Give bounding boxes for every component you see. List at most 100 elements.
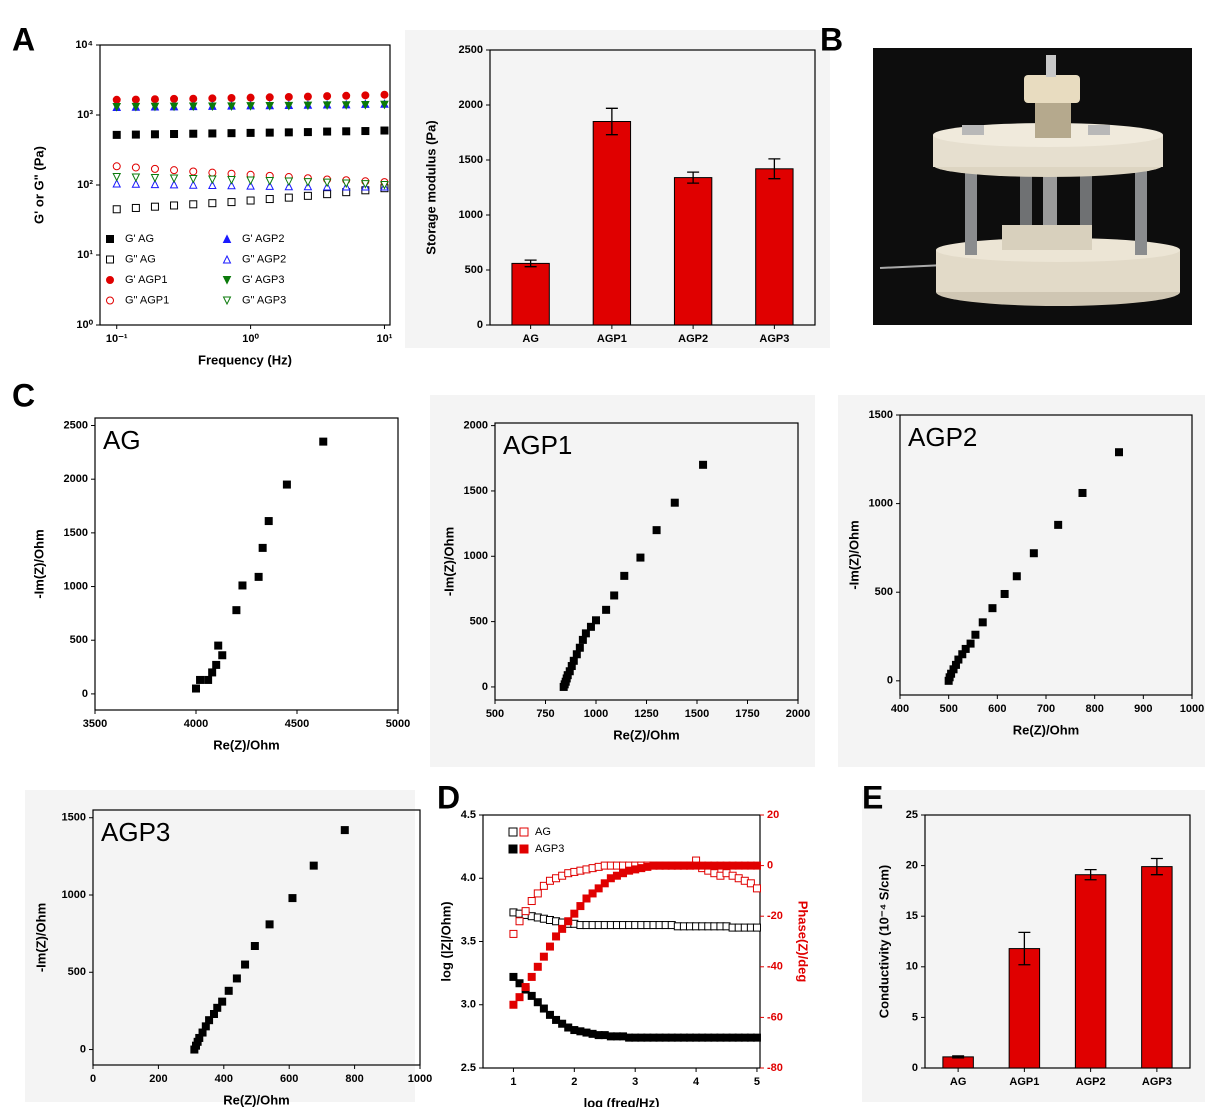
- point: [340, 826, 349, 835]
- point: [322, 101, 332, 111]
- y-tick-label: 1000: [64, 580, 88, 592]
- y-axis-label: Storage modulus (Pa): [423, 120, 438, 254]
- plot-frame: [92, 809, 421, 1066]
- bar: [511, 262, 550, 326]
- point: [246, 102, 255, 111]
- point: [112, 162, 121, 171]
- y-tick-label: 500: [70, 634, 88, 646]
- panel-label: A: [12, 21, 35, 57]
- point: [284, 101, 294, 111]
- point: [227, 180, 236, 190]
- y-tick-label: 500: [68, 966, 86, 978]
- point: [752, 1033, 761, 1042]
- point: [246, 196, 255, 205]
- y-axis-label: G' or G" (Pa): [31, 146, 46, 224]
- point: [227, 175, 236, 185]
- point: [131, 130, 140, 139]
- point: [208, 199, 217, 208]
- legend-label: G" AG: [125, 253, 156, 265]
- x-axis-label: Re(Z)/Ohm: [613, 727, 679, 742]
- x-tick-label: 1500: [685, 708, 709, 720]
- x-tick-label: AGP2: [678, 333, 708, 345]
- point: [222, 276, 232, 285]
- point: [303, 101, 313, 111]
- y-tick-label: 4.5: [461, 809, 476, 821]
- y-tick-label: 2500: [64, 419, 88, 431]
- point: [218, 651, 227, 660]
- point: [509, 972, 518, 981]
- point: [572, 650, 581, 659]
- x-tick-label: AG: [522, 333, 539, 345]
- point: [265, 177, 275, 186]
- point: [966, 639, 975, 648]
- point: [170, 94, 179, 103]
- x-tick-label: 10⁰: [242, 333, 259, 345]
- point: [224, 986, 233, 995]
- bar: [1008, 948, 1041, 1069]
- point: [578, 635, 587, 644]
- point: [150, 173, 160, 183]
- y-tick-label: 2500: [459, 44, 483, 56]
- x-tick-label: 10⁻¹: [106, 333, 128, 345]
- point: [545, 942, 554, 951]
- point: [246, 93, 255, 102]
- point: [971, 630, 980, 639]
- point: [204, 675, 213, 684]
- x-tick-label: 600: [280, 1073, 298, 1085]
- bar: [592, 121, 632, 326]
- point: [213, 1003, 222, 1012]
- point: [558, 924, 567, 933]
- point: [699, 460, 708, 469]
- panel-label: E: [862, 779, 883, 815]
- y-tick-label: 1500: [62, 812, 86, 824]
- point: [150, 130, 159, 139]
- point: [169, 179, 179, 189]
- point: [670, 498, 679, 507]
- point: [169, 174, 179, 184]
- x-axis-label: Re(Z)/Ohm: [213, 737, 279, 752]
- point: [192, 684, 200, 693]
- point: [131, 179, 141, 188]
- y-tick-label: 3.0: [461, 999, 476, 1011]
- point: [265, 181, 275, 190]
- point: [594, 884, 603, 893]
- point: [539, 881, 548, 890]
- error-bar: [687, 171, 700, 184]
- point: [112, 173, 122, 182]
- y-tick-label: 2.5: [461, 1062, 476, 1074]
- point: [232, 606, 241, 615]
- point: [1000, 589, 1009, 598]
- plot-frame: [489, 49, 816, 326]
- bar: [755, 168, 794, 326]
- x-tick-label: 1000: [584, 708, 608, 720]
- point: [222, 296, 232, 306]
- x-tick-label: 1000: [1180, 703, 1204, 715]
- x-tick-label: 3500: [83, 718, 107, 730]
- y-tick-label: 25: [906, 809, 918, 821]
- point: [752, 884, 761, 893]
- point: [170, 201, 179, 210]
- point: [575, 643, 584, 652]
- point: [112, 205, 121, 214]
- y-tick-label: 0: [912, 1062, 918, 1074]
- point: [150, 179, 160, 189]
- y-tick-label: 10³: [77, 109, 93, 121]
- point: [509, 929, 518, 938]
- y2-tick-label: 0: [767, 860, 773, 872]
- point: [636, 553, 645, 562]
- error-bar: [1150, 857, 1163, 876]
- y-axis-label: log (|Z|/Ohm): [438, 901, 453, 981]
- point: [208, 102, 217, 112]
- point: [988, 604, 997, 613]
- point: [1012, 572, 1021, 581]
- error-bar: [605, 107, 618, 136]
- point: [509, 1000, 518, 1009]
- y2-tick-label: -20: [767, 910, 783, 922]
- point: [539, 1004, 548, 1013]
- x-tick-label: 200: [149, 1073, 167, 1085]
- point: [519, 844, 529, 854]
- point: [303, 92, 312, 101]
- x-tick-label: 4500: [285, 718, 309, 730]
- y-tick-label: 10²: [77, 179, 93, 191]
- point: [323, 190, 332, 199]
